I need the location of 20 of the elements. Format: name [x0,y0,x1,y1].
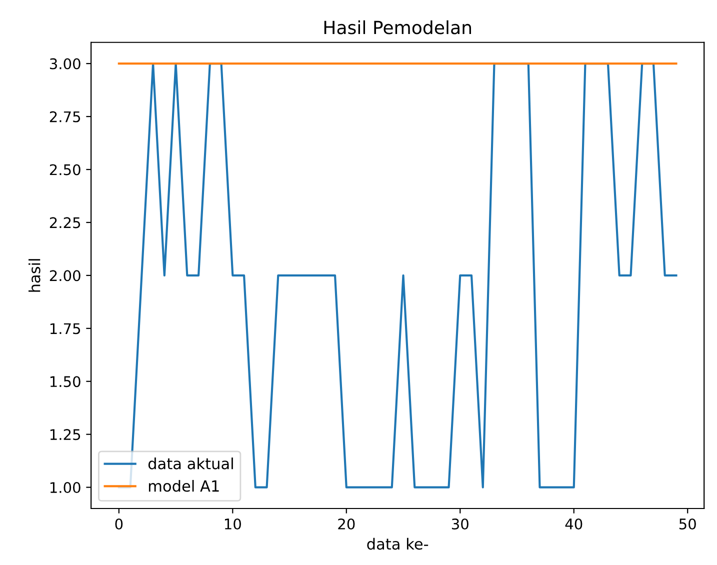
x-axis-title: data ke- [367,538,428,550]
x-tick-label: 20 [338,518,355,530]
y-tick-label: 2.75 [50,111,80,122]
x-tick-label: 50 [679,518,696,530]
y-tick-label: 1.50 [50,376,80,388]
x-tick-label: 30 [452,518,468,530]
y-tick-label: 1.00 [50,482,80,494]
legend-label: data aktual [148,458,233,470]
x-tick-label: 10 [224,518,241,530]
x-tick-label: 0 [115,518,123,530]
y-tick-label: 3.00 [50,58,80,70]
y-tick-label: 2.25 [50,217,80,228]
chart-title: Hasil Pemodelan [324,20,471,34]
x-tick-label: 40 [565,518,582,530]
y-axis-title: hasil [28,259,40,292]
y-tick-label: 1.75 [50,323,80,334]
y-tick-label: 2.00 [50,270,80,282]
y-tick-label: 2.50 [50,164,80,176]
y-tick-label: 1.25 [50,429,80,440]
legend-label: model A1 [148,480,219,492]
